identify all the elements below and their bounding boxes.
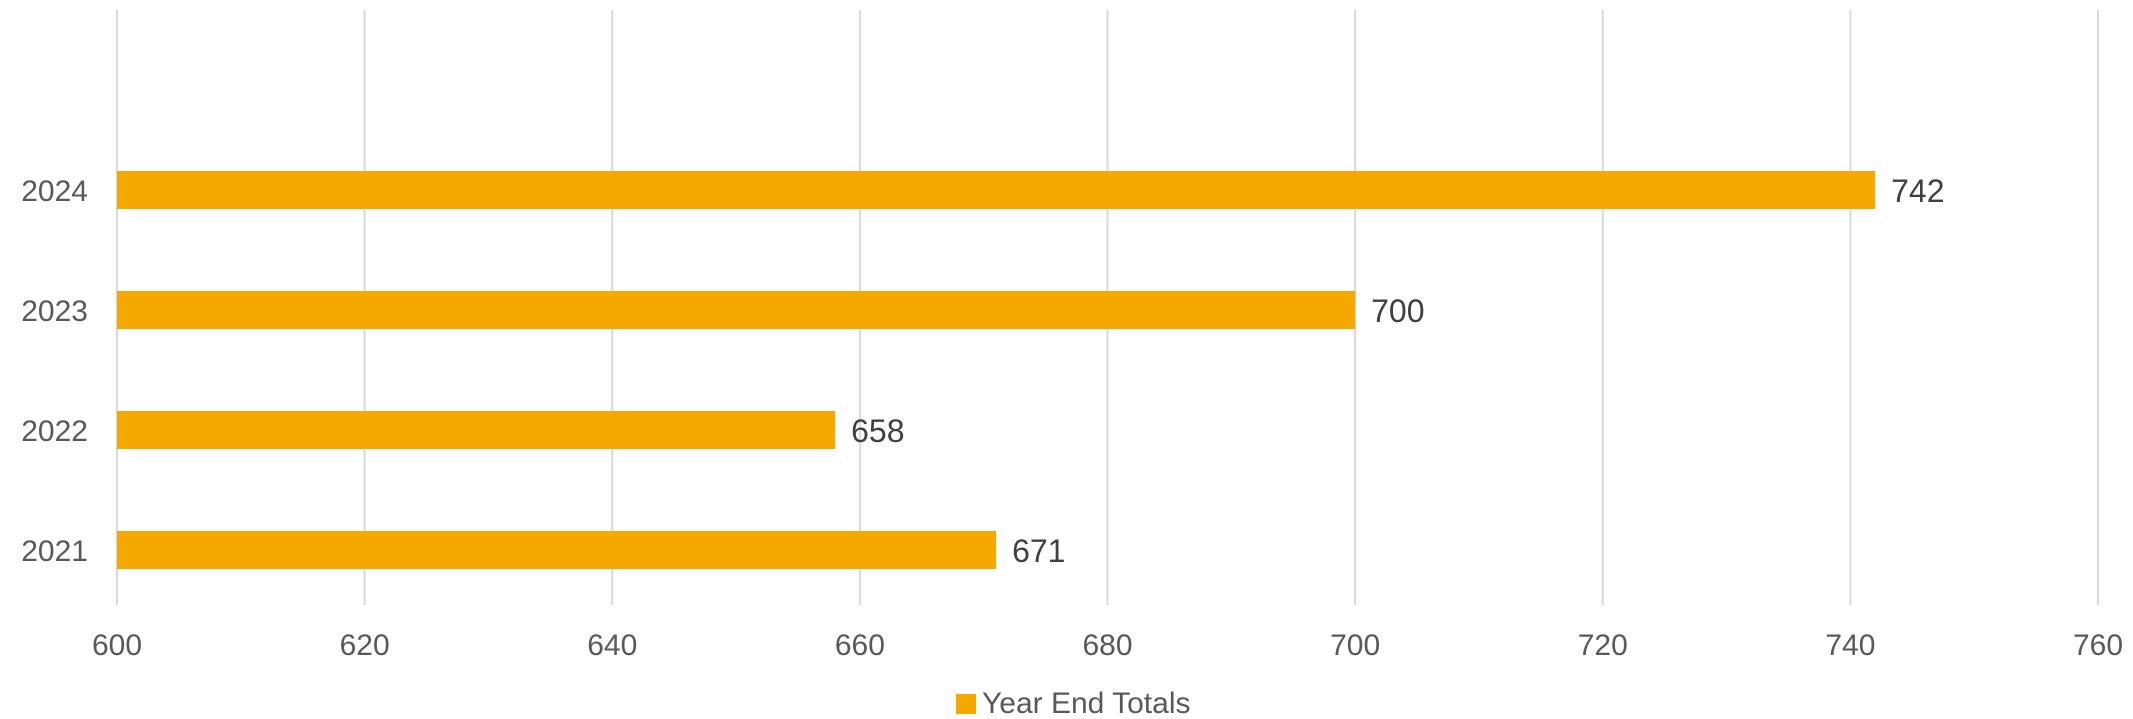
bar-2023	[117, 291, 1356, 329]
legend: Year End Totals	[956, 687, 1191, 719]
x-tick-label: 660	[835, 629, 885, 662]
y-tick-label: 2024	[21, 175, 88, 208]
bar-2021	[117, 531, 997, 569]
x-tick-label: 740	[1825, 629, 1875, 662]
y-tick-label: 2023	[21, 295, 88, 328]
bars	[117, 171, 1876, 569]
data-label-2024: 742	[1891, 173, 1944, 209]
data-label-2023: 700	[1371, 293, 1424, 329]
bar-2022	[117, 411, 836, 449]
x-tick-label: 720	[1578, 629, 1628, 662]
x-tick-label: 600	[92, 629, 142, 662]
x-tick-label: 680	[1082, 629, 1132, 662]
x-tick-label: 700	[1330, 629, 1380, 662]
legend-swatch	[956, 694, 976, 714]
labels: 600 620 640 660 680 700 720 740 760 2021 671 2022 65…	[21, 173, 2123, 662]
data-label-2022: 658	[851, 413, 904, 449]
x-tick-label: 760	[2073, 629, 2123, 662]
x-tick-label: 620	[340, 629, 390, 662]
bar-2024	[117, 171, 1876, 209]
y-tick-label: 2022	[21, 415, 88, 448]
x-tick-label: 640	[587, 629, 637, 662]
data-label-2021: 671	[1012, 533, 1065, 569]
y-tick-label: 2021	[21, 535, 88, 568]
legend-label: Year End Totals	[982, 687, 1191, 719]
